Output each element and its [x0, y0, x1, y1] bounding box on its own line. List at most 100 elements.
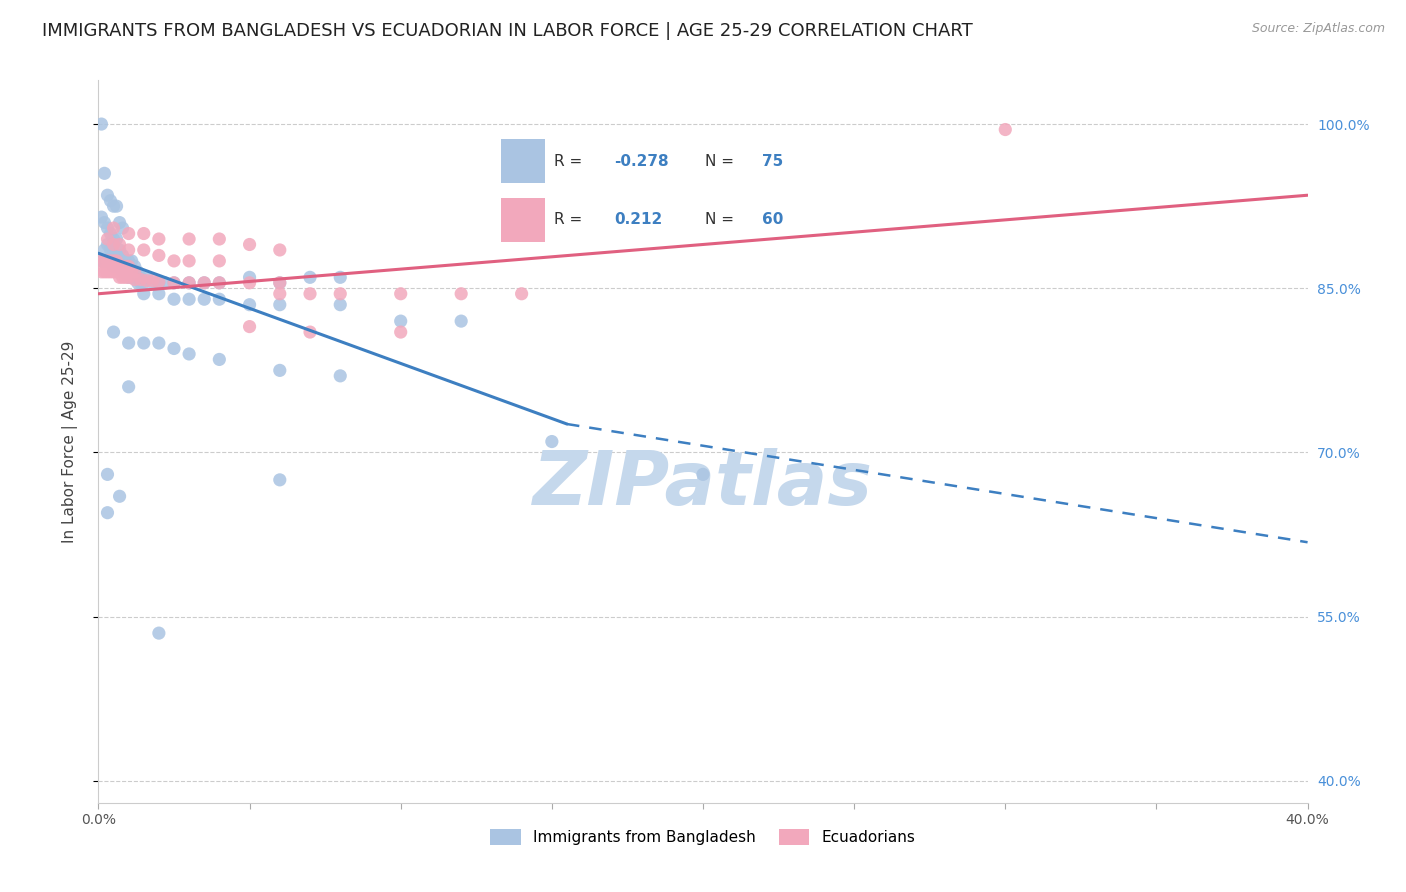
Point [100, 194, 122, 208]
Point [100, 227, 122, 241]
Point [132, 286, 155, 301]
Point [93, 253, 115, 268]
Point [103, 253, 125, 268]
Point [118, 380, 141, 394]
Point [118, 243, 141, 257]
Point [208, 276, 231, 290]
Point [90, 253, 112, 268]
Point [163, 276, 186, 290]
Point [118, 270, 141, 285]
Point [148, 286, 170, 301]
Point [994, 122, 1017, 136]
Point [129, 270, 152, 285]
Point [93, 166, 115, 180]
Point [692, 467, 714, 482]
Point [114, 253, 136, 268]
Point [269, 363, 291, 377]
Point [118, 260, 141, 274]
Point [103, 237, 125, 252]
Point [105, 253, 128, 268]
Point [239, 319, 262, 334]
Point [329, 286, 352, 301]
Point [105, 199, 128, 213]
Point [90, 117, 112, 131]
Point [269, 243, 291, 257]
Point [389, 286, 412, 301]
Point [114, 270, 136, 285]
Point [142, 276, 165, 290]
Point [127, 276, 149, 290]
Point [148, 626, 170, 640]
Point [100, 265, 122, 279]
Point [111, 221, 134, 235]
Point [96, 467, 118, 482]
Point [118, 265, 141, 279]
Point [108, 270, 131, 285]
Point [90, 253, 112, 268]
Point [193, 292, 215, 306]
Point [108, 237, 131, 252]
Point [193, 276, 215, 290]
Point [163, 342, 186, 356]
Point [179, 276, 201, 290]
Point [96, 232, 118, 246]
Point [118, 336, 141, 351]
Point [299, 286, 322, 301]
Point [93, 253, 115, 268]
Point [124, 260, 146, 274]
Point [93, 243, 115, 257]
Point [389, 314, 412, 328]
Point [118, 227, 141, 241]
Point [103, 232, 125, 246]
Point [132, 276, 155, 290]
Point [148, 276, 170, 290]
Text: IMMIGRANTS FROM BANGLADESH VS ECUADORIAN IN LABOR FORCE | AGE 25-29 CORRELATION : IMMIGRANTS FROM BANGLADESH VS ECUADORIAN… [42, 22, 973, 40]
Point [124, 265, 146, 279]
Point [103, 221, 125, 235]
Point [90, 265, 112, 279]
Point [111, 265, 134, 279]
Point [148, 232, 170, 246]
Point [208, 276, 231, 290]
Point [105, 232, 128, 246]
Point [269, 298, 291, 312]
Point [103, 265, 125, 279]
Point [111, 260, 134, 274]
Point [118, 253, 141, 268]
Point [269, 276, 291, 290]
Point [105, 248, 128, 262]
Point [105, 260, 128, 274]
Point [103, 248, 125, 262]
Point [108, 216, 131, 230]
Point [142, 274, 165, 288]
Point [329, 298, 352, 312]
Point [179, 292, 201, 306]
Point [450, 314, 472, 328]
Point [96, 237, 118, 252]
Point [124, 272, 146, 286]
Point [114, 265, 136, 279]
Point [96, 188, 118, 202]
Point [118, 270, 141, 285]
Point [100, 243, 122, 257]
Y-axis label: In Labor Force | Age 25-29: In Labor Force | Age 25-29 [62, 341, 77, 542]
Point [93, 216, 115, 230]
Point [299, 325, 322, 339]
Point [239, 237, 262, 252]
Point [100, 253, 122, 268]
Point [96, 506, 118, 520]
Point [127, 265, 149, 279]
Point [108, 260, 131, 274]
Point [132, 227, 155, 241]
Point [96, 253, 118, 268]
Point [389, 325, 412, 339]
Point [135, 270, 157, 285]
Point [96, 253, 118, 268]
Point [124, 270, 146, 285]
Point [450, 286, 472, 301]
Point [90, 210, 112, 224]
Point [208, 253, 231, 268]
Point [96, 221, 118, 235]
Point [540, 434, 562, 449]
Point [208, 232, 231, 246]
